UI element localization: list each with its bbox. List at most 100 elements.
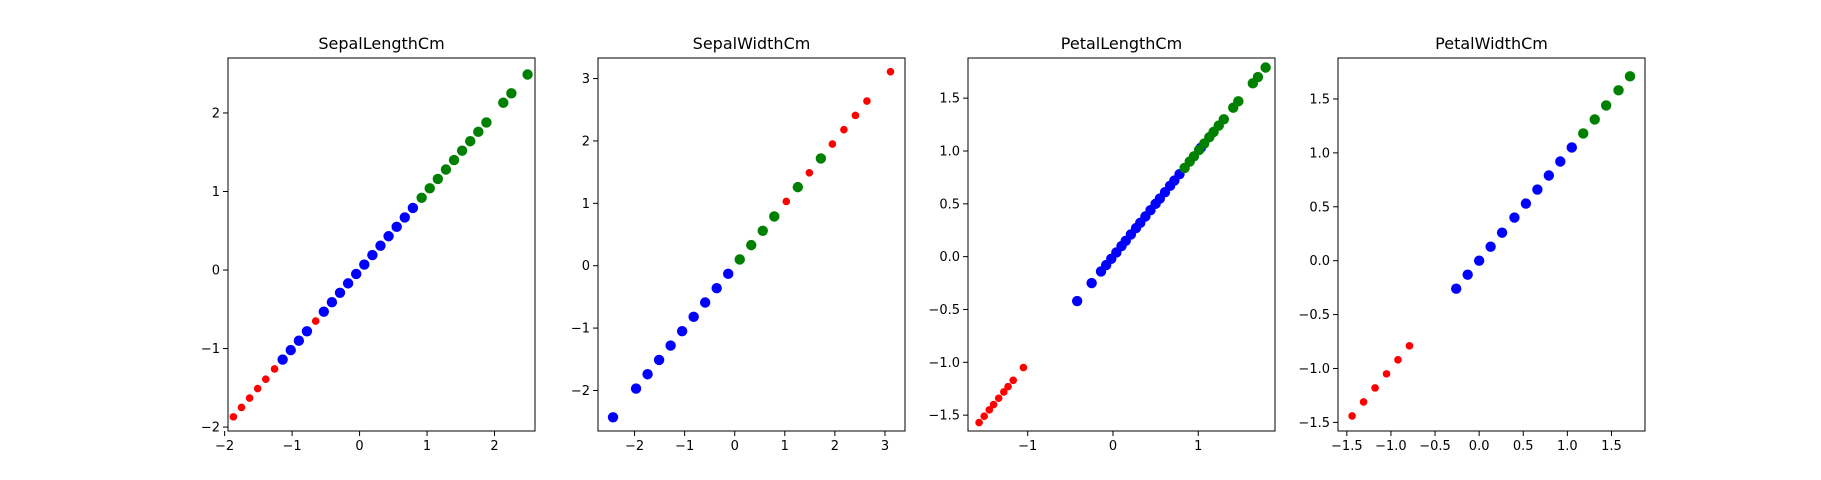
- y-tick-label: 0.0: [939, 250, 960, 265]
- x-tick-label: −1.5: [1331, 439, 1363, 454]
- data-point: [383, 231, 394, 242]
- x-tick-label: 0: [1109, 439, 1117, 454]
- y-tick-label: 0.5: [1309, 200, 1330, 215]
- data-point: [746, 239, 757, 251]
- subplot-4: PetalWidthCm −1.5 −1.0 −0.5 0.0 0.5 1.0 1.5 −1.5…: [1298, 34, 1646, 454]
- y-tick-label: 1.0: [939, 144, 960, 159]
- x-tick-label: 0.0: [1469, 439, 1490, 454]
- y-tick-label: 2: [582, 134, 590, 149]
- x-tick-label: −0.5: [1419, 439, 1451, 454]
- data-point: [350, 268, 362, 280]
- data-point: [277, 354, 288, 365]
- y-tick-label: 0: [582, 259, 590, 274]
- data-point: [1371, 384, 1379, 392]
- data-point: [391, 221, 402, 233]
- data-point: [734, 254, 745, 265]
- data-point: [782, 197, 791, 206]
- data-point: [1509, 212, 1520, 223]
- data-point: [473, 126, 484, 138]
- data-point: [318, 306, 330, 317]
- x-tick-label: 1: [1194, 439, 1202, 454]
- data-point: [456, 145, 468, 156]
- data-point: [1613, 85, 1624, 96]
- data-point: [522, 69, 533, 80]
- subplot-title: PetalLengthCm: [1061, 34, 1182, 53]
- data-point: [1589, 114, 1600, 125]
- data-point: [1071, 295, 1083, 307]
- data-point: [757, 225, 768, 236]
- x-tick-label: −1: [675, 439, 694, 454]
- data-point: [792, 181, 804, 193]
- data-point: [1532, 184, 1543, 195]
- subplot-3: PetalLengthCm −1 0 1 −1.5 −1.0 −0.5 0.0 0.5 1.0 1.…: [928, 34, 1276, 454]
- data-point: [653, 354, 665, 366]
- x-tick-label: 2: [490, 439, 498, 454]
- y-tick-label: −1.5: [928, 409, 960, 424]
- data-point: [711, 282, 722, 294]
- x-tick-label: 3: [881, 439, 889, 454]
- x-tick-label: −1: [1018, 439, 1037, 454]
- x-tick-label: −2: [215, 439, 234, 454]
- y-tick-label: 0.0: [1309, 254, 1330, 269]
- y-tick-label: 1.5: [1309, 92, 1330, 107]
- data-point: [1359, 398, 1368, 406]
- data-point: [699, 297, 711, 308]
- y-tick-label: −1.0: [928, 356, 960, 371]
- data-point: [815, 153, 827, 164]
- data-point: [407, 202, 419, 214]
- data-point: [1555, 156, 1566, 167]
- data-point: [375, 240, 386, 251]
- subplot-title: SepalLengthCm: [318, 34, 444, 53]
- data-point: [506, 88, 517, 99]
- data-point: [1382, 370, 1391, 378]
- data-point: [245, 394, 254, 402]
- data-point: [1260, 62, 1271, 73]
- data-point: [828, 140, 837, 148]
- data-point: [630, 383, 642, 394]
- data-point: [261, 375, 270, 383]
- axes-frame: [967, 57, 1276, 432]
- data-point: [805, 168, 814, 177]
- data-point: [424, 183, 435, 194]
- data-point: [1405, 342, 1414, 350]
- axes-frame: [597, 57, 906, 432]
- data-point: [665, 340, 676, 351]
- x-tick-label: 1.5: [1601, 439, 1622, 454]
- data-point: [1473, 255, 1485, 266]
- data-point: [863, 97, 871, 105]
- data-point: [1000, 388, 1008, 396]
- y-tick-label: 3: [582, 72, 590, 87]
- y-tick-label: −1.0: [1298, 362, 1330, 377]
- data-point: [1009, 376, 1017, 385]
- data-point: [1218, 114, 1230, 125]
- data-point: [367, 249, 378, 261]
- y-tick-label: −1: [571, 322, 590, 337]
- data-point: [293, 335, 305, 346]
- data-point: [840, 125, 848, 134]
- data-point: [301, 326, 313, 337]
- x-tick-label: 0.5: [1513, 439, 1534, 454]
- data-point: [994, 394, 1003, 403]
- data-point: [1566, 142, 1577, 153]
- data-point: [688, 311, 699, 323]
- x-tick-label: 2: [831, 439, 839, 454]
- data-point: [989, 400, 998, 409]
- y-tick-label: 1: [582, 197, 590, 212]
- x-tick-label: −2: [625, 439, 644, 454]
- x-tick-label: 0: [355, 439, 363, 454]
- x-tick-label: −1: [283, 439, 302, 454]
- data-point: [1451, 283, 1462, 294]
- data-point: [1485, 241, 1496, 252]
- data-point: [1004, 382, 1012, 391]
- data-point: [1496, 227, 1508, 238]
- data-point: [285, 344, 296, 356]
- y-tick-label: −0.5: [928, 303, 960, 318]
- data-point: [676, 326, 688, 337]
- y-tick-label: 0.5: [939, 197, 960, 212]
- data-point: [359, 259, 370, 270]
- data-point: [237, 403, 246, 412]
- data-point: [448, 154, 460, 166]
- y-tick-label: 1.0: [1309, 146, 1330, 161]
- data-point: [253, 384, 262, 393]
